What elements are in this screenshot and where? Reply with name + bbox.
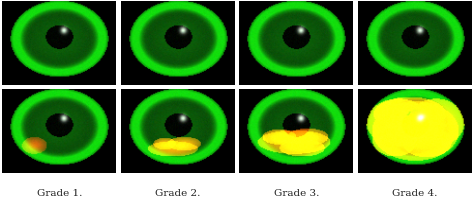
Text: Grade 4.: Grade 4.	[392, 189, 438, 198]
Text: Grade 2.: Grade 2.	[155, 189, 201, 198]
Text: Grade 3.: Grade 3.	[273, 189, 319, 198]
Text: Grade 1.: Grade 1.	[36, 189, 82, 198]
